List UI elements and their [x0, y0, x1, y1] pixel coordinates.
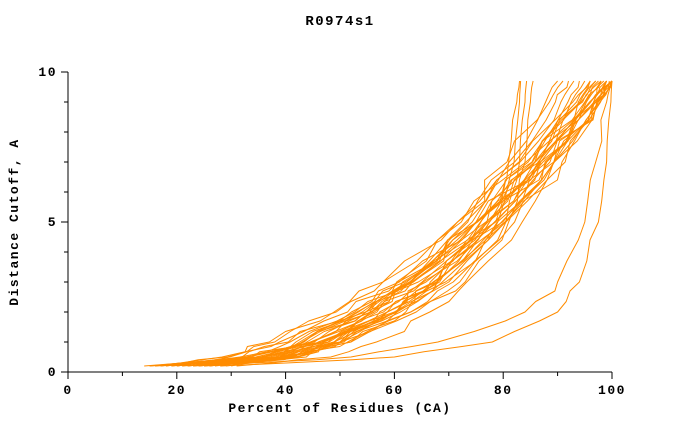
model-curve	[165, 80, 591, 367]
model-curve	[160, 80, 607, 367]
model-curve	[182, 80, 597, 367]
x-tick-label: 100	[598, 383, 626, 398]
model-curves-layer	[144, 80, 613, 367]
model-curve	[209, 80, 602, 367]
chart-title: R0974s1	[305, 14, 374, 30]
x-tick-label: 60	[385, 383, 404, 398]
x-tick-label: 20	[167, 383, 186, 398]
model-curve	[144, 80, 613, 367]
model-curve	[203, 80, 613, 367]
model-curve	[203, 80, 608, 367]
model-curve	[187, 80, 522, 367]
model-curve	[187, 80, 613, 367]
model-curve	[193, 80, 605, 367]
model-curve	[225, 80, 608, 367]
x-tick-label: 0	[63, 383, 72, 398]
model-curve	[220, 80, 569, 367]
y-tick-label: 0	[48, 365, 57, 380]
model-curve	[198, 80, 613, 367]
model-curve	[214, 80, 599, 367]
y-axis-label: Distance Cutoff, A	[7, 138, 22, 305]
y-tick-label: 10	[38, 65, 57, 80]
model-curve	[220, 80, 613, 367]
model-curve	[231, 80, 591, 367]
model-curve	[149, 80, 608, 367]
x-axis-label: Percent of Residues (CA)	[228, 401, 451, 416]
model-curve	[236, 80, 613, 367]
model-curve	[176, 80, 613, 367]
x-tick-label: 40	[276, 383, 295, 398]
model-curve	[209, 80, 534, 367]
x-tick-label: 80	[494, 383, 513, 398]
model-curve	[198, 80, 564, 367]
model-curve	[198, 80, 528, 367]
axes-layer: 0 20 40 60 80 100 0 5 10	[38, 65, 626, 398]
model-curve	[182, 80, 608, 367]
model-curve	[154, 80, 613, 367]
model-curve	[203, 80, 580, 367]
model-curve	[176, 80, 520, 367]
model-curve	[171, 80, 602, 367]
y-tick-label: 5	[48, 215, 57, 230]
model-curve	[160, 80, 597, 367]
